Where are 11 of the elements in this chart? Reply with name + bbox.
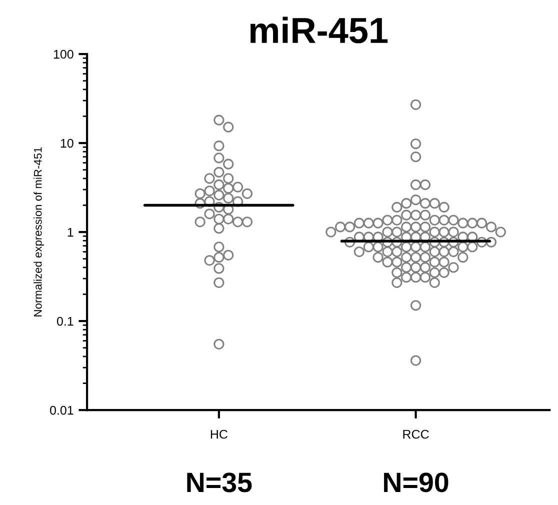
text: N=90 (384, 472, 448, 492)
text: N=35 (187, 472, 252, 492)
y-tick-label: 0.1 (56, 316, 74, 326)
y-axis-title: Normalized expression of miR-451 (34, 147, 44, 316)
y-tick-label: 10 (60, 138, 74, 148)
x-tick-label: HC (210, 430, 228, 439)
y-tick-label: 0.01 (50, 406, 74, 415)
x-tick-label: RCC (403, 430, 429, 439)
y-tick-label: 100 (54, 50, 74, 59)
chart-title: miR-451 (250, 16, 388, 44)
y-tick-label: 1 (68, 228, 74, 237)
